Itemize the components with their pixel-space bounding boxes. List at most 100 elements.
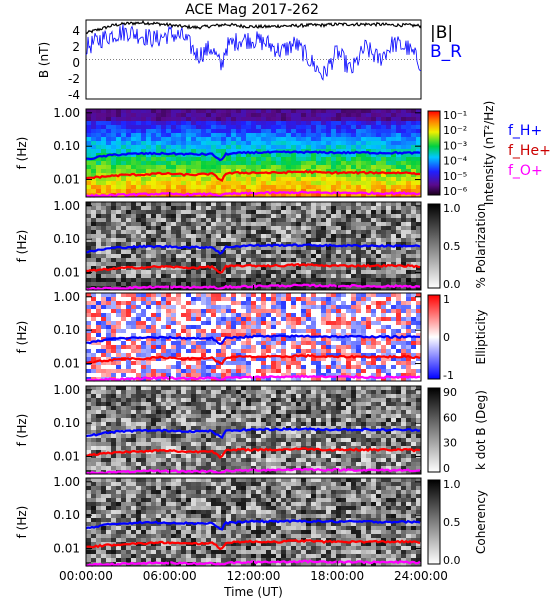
spectrogram-cell — [291, 345, 296, 349]
spectrogram-cell — [126, 353, 131, 357]
spectrogram-cell — [396, 341, 401, 345]
spectrogram-cell — [156, 161, 161, 165]
spectrogram-cell — [246, 297, 251, 301]
spectrogram-cell — [131, 214, 136, 218]
spectrogram-cell — [276, 226, 281, 230]
spectrogram-cell — [316, 189, 321, 193]
spectrogram-cell — [371, 141, 376, 145]
spectrogram-cell — [266, 214, 271, 218]
spectrogram-cell — [151, 189, 156, 193]
spectrogram-cell — [331, 137, 336, 141]
spectrogram-cell — [316, 325, 321, 329]
spectrogram-cell — [126, 226, 131, 230]
spectrogram-cell — [166, 129, 171, 133]
spectrogram-cell — [261, 361, 266, 365]
spectrogram-cell — [396, 410, 401, 414]
spectrogram-cell — [206, 181, 211, 185]
spectrogram-cell — [416, 406, 421, 410]
spectrogram-cell — [346, 141, 351, 145]
spectrogram-cell — [131, 222, 136, 226]
spectrogram-cell — [186, 406, 191, 410]
spectrogram-cell — [201, 293, 206, 297]
spectrogram-cell — [276, 369, 281, 373]
spectrogram-cell — [91, 293, 96, 297]
spectrogram-cell — [201, 226, 206, 230]
spectrogram-cell — [376, 210, 381, 214]
spectrogram-cell — [371, 157, 376, 161]
spectrogram-cell — [396, 234, 401, 238]
spectrogram-cell — [151, 386, 156, 390]
spectrogram-cell — [151, 402, 156, 406]
spectrogram-cell — [286, 258, 291, 262]
spectrogram-cell — [201, 394, 206, 398]
spectrogram-cell — [226, 373, 231, 377]
spectrogram-cell — [131, 274, 136, 278]
spectrogram-cell — [156, 145, 161, 149]
spectrogram-cell — [121, 262, 126, 266]
spectrogram-cell — [176, 369, 181, 373]
spectrogram-cell — [231, 262, 236, 266]
spectrogram-cell — [161, 398, 166, 402]
spectrogram-cell — [91, 394, 96, 398]
spectrogram-cell — [341, 406, 346, 410]
spectrogram-cell — [206, 161, 211, 165]
spectrogram-cell — [246, 234, 251, 238]
spectrogram-cell — [276, 394, 281, 398]
spectrogram-cell — [176, 121, 181, 125]
spectrogram-cell — [291, 226, 296, 230]
spectrogram-cell — [386, 398, 391, 402]
spectrogram-cell — [406, 329, 411, 333]
spectrogram-cell — [186, 129, 191, 133]
spectrogram-cell — [121, 181, 126, 185]
spectrogram-cell — [196, 125, 201, 129]
spectrogram-cell — [366, 357, 371, 361]
spectrogram-cell — [236, 357, 241, 361]
spectrogram-cell — [111, 258, 116, 262]
spectrogram-cell — [326, 278, 331, 282]
spectrogram-cell — [416, 274, 421, 278]
spectrogram-cell — [326, 246, 331, 250]
spectrogram-cell — [121, 214, 126, 218]
spectrogram-cell — [351, 313, 356, 317]
spectrogram-cell — [171, 410, 176, 414]
spectrogram-cell — [156, 173, 161, 177]
spectrogram-cell — [141, 394, 146, 398]
spectrogram-cell — [141, 133, 146, 137]
spectrogram-cell — [316, 365, 321, 369]
spectrogram-cell — [111, 125, 116, 129]
spectrogram-cell — [266, 222, 271, 226]
spectrogram-cell — [261, 169, 266, 173]
spectrogram-cell — [196, 133, 201, 137]
spectrogram-cell — [151, 301, 156, 305]
spectrogram-cell — [186, 365, 191, 369]
spectrogram-cell — [416, 313, 421, 317]
spectrogram-cell — [101, 125, 106, 129]
spectrogram-cell — [101, 309, 106, 313]
spectrogram-cell — [331, 274, 336, 278]
spectrogram-cell — [96, 258, 101, 262]
spectrogram-cell — [141, 238, 146, 242]
spectrogram-cell — [186, 165, 191, 169]
spectrogram-cell — [266, 177, 271, 181]
spectrogram-cell — [126, 406, 131, 410]
spectrogram-cell — [351, 234, 356, 238]
spectrogram-cell — [166, 406, 171, 410]
spectrogram-cell — [256, 305, 261, 309]
spectrogram-cell — [156, 258, 161, 262]
spectrogram-cell — [116, 345, 121, 349]
spectrogram-cell — [226, 189, 231, 193]
spectrogram-cell — [411, 394, 416, 398]
spectrogram-cell — [191, 286, 196, 290]
spectrogram-cell — [276, 305, 281, 309]
spectrogram-cell — [176, 202, 181, 206]
spectrogram-cell — [116, 386, 121, 390]
spectrogram-cell — [276, 113, 281, 117]
spectrogram-cell — [336, 297, 341, 301]
spectrogram-cell — [101, 293, 106, 297]
spectrogram-cell — [161, 185, 166, 189]
spectrogram-cell — [411, 341, 416, 345]
spectrogram-cell — [246, 177, 251, 181]
spectrogram-cell — [301, 369, 306, 373]
spectrogram-cell — [201, 242, 206, 246]
spectrogram-cell — [111, 365, 116, 369]
